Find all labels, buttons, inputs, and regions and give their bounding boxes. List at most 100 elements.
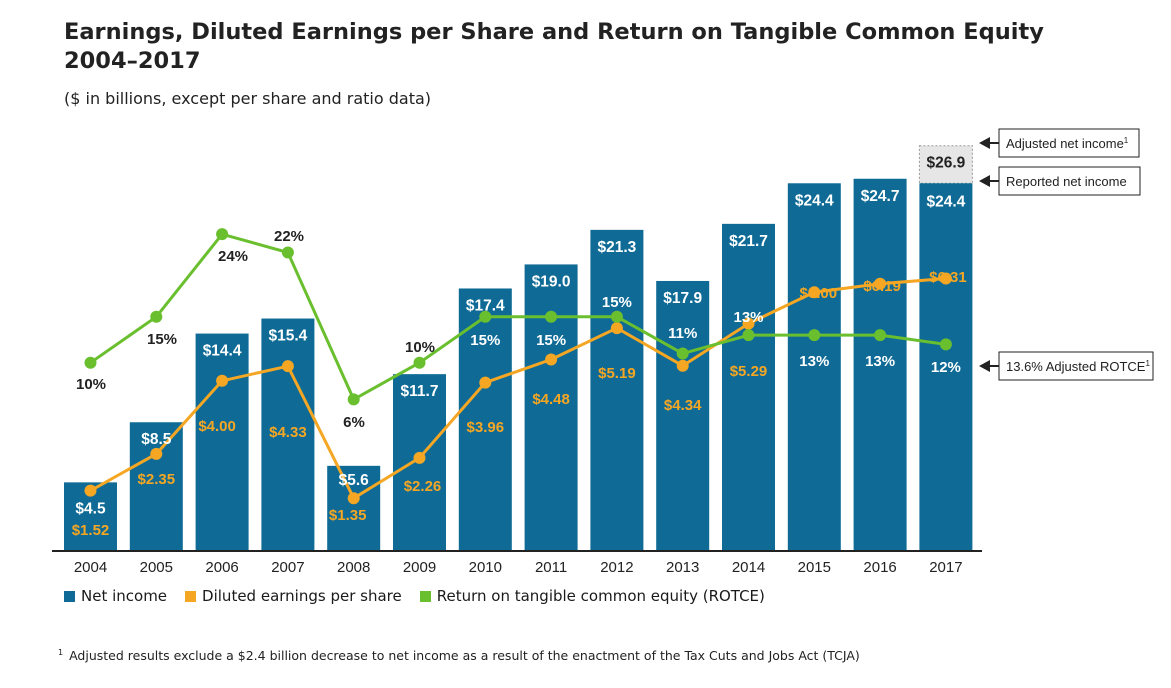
bar-net-income-2006 — [195, 333, 249, 550]
bar-net-income-2015 — [787, 183, 841, 550]
label-net-income-2011: $19.0 — [532, 273, 571, 290]
rotce-point-2014 — [742, 329, 755, 342]
eps-point-2005 — [150, 447, 163, 460]
footnote-text: Adjusted results exclude a $2.4 billion … — [69, 648, 860, 664]
eps-point-2004 — [84, 484, 97, 497]
x-tick-label-2016: 2016 — [863, 559, 896, 576]
callout-reported-net-income-text: Reported net income — [1006, 174, 1127, 189]
label-rotce-2013: 11% — [668, 325, 697, 342]
bar-net-income-2016 — [853, 178, 907, 550]
label-eps-2014: $5.29 — [730, 363, 768, 380]
eps-point-2013 — [676, 359, 689, 372]
label-eps-2004: $1.52 — [72, 522, 110, 539]
x-tick-label-2015: 2015 — [798, 559, 831, 576]
rotce-line — [89, 232, 947, 402]
legend-label-eps: Diluted earnings per share — [202, 587, 402, 605]
rotce-point-2011 — [545, 310, 558, 323]
label-eps-2013: $4.34 — [664, 397, 702, 414]
bar-net-income-2005 — [129, 422, 183, 550]
eps-point-2010 — [479, 376, 492, 389]
footnote-marker: 1 — [58, 648, 64, 657]
callout-reported-net-income-box — [998, 166, 1141, 196]
label-rotce-2011: 15% — [536, 332, 566, 349]
x-tick-label-2011: 2011 — [535, 559, 567, 576]
chart-title: Earnings, Diluted Earnings per Share and… — [64, 18, 1044, 76]
callout-rotce-footnote-marker: 1 — [1145, 359, 1150, 368]
callout-adjusted-rotce-box — [998, 351, 1154, 381]
eps-line — [89, 276, 947, 501]
label-eps-2017: $6.31 — [929, 269, 967, 286]
label-rotce-2009: 10% — [405, 339, 435, 356]
label-rotce-2004: 10% — [76, 376, 106, 393]
label-net-income-2017: $24.4 — [927, 193, 966, 210]
eps-point-2017 — [939, 272, 952, 285]
bar-net-income-2008 — [327, 465, 381, 550]
chart-title-line1: Earnings, Diluted Earnings per Share and… — [64, 19, 1044, 45]
rotce-point-2007 — [281, 246, 294, 259]
rotce-point-2005 — [150, 310, 163, 323]
label-eps-2016: $6.19 — [863, 278, 901, 295]
legend-label-rotce: Return on tangible common equity (ROTCE) — [436, 587, 765, 605]
chart-subtitle: ($ in billions, except per share and rat… — [64, 89, 432, 108]
eps-point-2008 — [347, 492, 360, 505]
label-net-income-2012: $21.3 — [598, 239, 637, 256]
eps-point-2009 — [413, 451, 426, 464]
label-net-income-2004: $4.5 — [75, 500, 106, 517]
rotce-point-2006 — [216, 228, 229, 241]
label-net-income-2008: $5.6 — [339, 472, 370, 489]
rotce-point-2017 — [939, 338, 952, 351]
legend-item-net-income: Net income — [64, 587, 167, 605]
legend-swatch-net-income — [64, 590, 75, 602]
label-eps-2008: $1.35 — [329, 507, 367, 524]
x-tick-label-2006: 2006 — [205, 559, 238, 576]
x-tick-label-2008: 2008 — [337, 559, 370, 576]
rotce-point-2004 — [84, 356, 97, 369]
adjusted-net-income-box — [918, 145, 973, 184]
label-net-income-2015: $24.4 — [795, 192, 834, 209]
label-eps-2011: $4.48 — [532, 391, 570, 408]
label-eps-2006: $4.00 — [198, 418, 236, 435]
bar-net-income-2014 — [722, 223, 775, 550]
eps-point-2006 — [216, 374, 229, 387]
label-rotce-2014: 13% — [733, 309, 763, 326]
callout-adjusted-rotce-arrow-head — [979, 360, 990, 372]
label-eps-2015: $6.00 — [800, 285, 838, 302]
eps-point-2012 — [610, 322, 623, 335]
rotce-point-2015 — [808, 329, 821, 342]
bar-net-income-2010 — [458, 288, 512, 550]
eps-point-2016 — [874, 277, 887, 290]
rotce-point-2009 — [413, 356, 426, 369]
eps-point-2015 — [808, 286, 821, 299]
footnote: 1 Adjusted results exclude a $2.4 billion… — [58, 648, 860, 663]
x-tick-label-2004: 2004 — [74, 559, 107, 576]
rotce-point-2013 — [676, 347, 689, 360]
x-tick-label-2013: 2013 — [666, 559, 699, 576]
label-eps-2009: $2.26 — [404, 478, 442, 495]
legend-swatch-rotce — [419, 590, 431, 602]
eps-point-2007 — [281, 360, 294, 373]
label-net-income-2016: $24.7 — [861, 188, 900, 205]
callout-adjusted-net-income-arrow-head — [979, 137, 990, 149]
label-rotce-2015: 13% — [799, 353, 829, 370]
label-rotce-2006: 24% — [218, 248, 248, 265]
x-tick-label-2009: 2009 — [403, 559, 436, 576]
rotce-point-2016 — [874, 329, 887, 342]
label-rotce-2017: 12% — [931, 359, 961, 376]
label-rotce-2005: 15% — [147, 331, 177, 348]
label-net-income-2009: $11.7 — [401, 383, 439, 400]
x-tick-label-2010: 2010 — [469, 559, 502, 576]
label-adjusted-net-income-2017: $26.9 — [927, 155, 966, 172]
label-rotce-2010: 15% — [470, 332, 500, 349]
eps-point-2014 — [742, 317, 755, 330]
bar-net-income-2012 — [590, 229, 644, 550]
label-eps-2010: $3.96 — [467, 419, 505, 436]
bar-net-income-2017 — [919, 183, 973, 550]
label-net-income-2007: $15.4 — [269, 328, 308, 345]
label-rotce-2007: 22% — [274, 228, 304, 245]
legend-item-rotce: Return on tangible common equity (ROTCE) — [419, 587, 765, 605]
legend-swatch-eps — [185, 590, 197, 602]
callout-reported-net-income-arrow-head — [979, 175, 990, 187]
label-eps-2007: $4.33 — [269, 424, 307, 441]
x-tick-label-2012: 2012 — [600, 559, 633, 576]
